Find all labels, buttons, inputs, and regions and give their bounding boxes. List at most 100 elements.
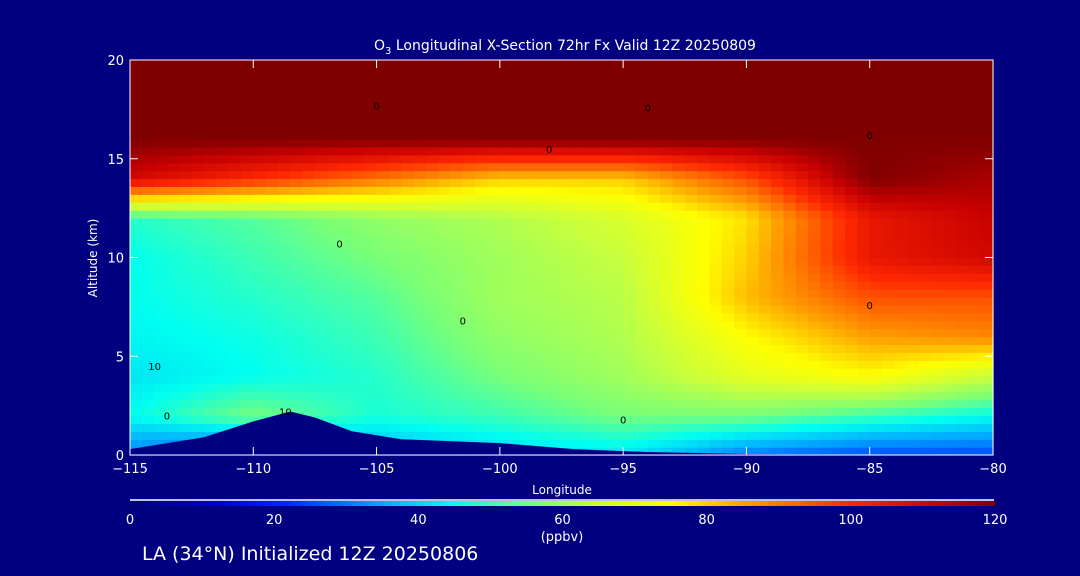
heatmap-cell (968, 273, 982, 282)
heatmap-cell (857, 67, 871, 77)
heatmap-cell (586, 304, 600, 314)
heatmap-cell (697, 67, 711, 77)
heatmap-cell (203, 407, 217, 417)
heatmap-cell (450, 352, 464, 361)
heatmap-cell (906, 360, 920, 369)
heatmap-cell (882, 383, 895, 393)
heatmap-cell (549, 360, 563, 369)
heatmap-cell (487, 320, 501, 330)
heatmap-cell (635, 162, 649, 172)
heatmap-cell (894, 75, 908, 85)
heatmap-cell (253, 281, 267, 290)
heatmap-cell (401, 178, 415, 187)
heatmap-cell (660, 99, 674, 108)
heatmap-cell (660, 431, 674, 440)
heatmap-cell (462, 210, 476, 219)
heatmap-cell (919, 415, 932, 424)
heatmap-cell (845, 281, 858, 290)
heatmap-cell (425, 178, 439, 187)
heatmap-cell (154, 360, 168, 369)
heatmap-cell (906, 320, 920, 330)
heatmap-cell (697, 257, 711, 266)
heatmap-cell (327, 194, 341, 203)
heatmap-cell (919, 265, 932, 274)
heatmap-cell (906, 336, 920, 345)
heatmap-cell (179, 273, 193, 282)
heatmap-cell (130, 202, 143, 211)
heatmap-cell (228, 131, 242, 140)
heatmap-cell (820, 257, 834, 266)
heatmap-cell (376, 312, 390, 322)
heatmap-cell (401, 67, 415, 77)
heatmap-cell (684, 131, 698, 140)
heatmap-cell (265, 83, 279, 93)
heatmap-cell (512, 415, 526, 424)
heatmap-cell (253, 265, 267, 274)
heatmap-cell (166, 383, 180, 393)
heatmap-cell (327, 107, 341, 116)
heatmap-cell (536, 312, 550, 322)
heatmap-cell (857, 225, 871, 235)
heatmap-cell (413, 320, 427, 330)
heatmap-cell (265, 328, 279, 338)
heatmap-cell (882, 368, 895, 377)
colorbar-tick-label: 100 (838, 513, 863, 528)
heatmap-cell (166, 360, 180, 369)
heatmap-cell (413, 407, 427, 417)
heatmap-cell (783, 170, 797, 180)
heatmap-cell (795, 407, 809, 417)
heatmap-cell (894, 202, 908, 211)
heatmap-cell (536, 265, 550, 274)
heatmap-cell (487, 399, 501, 409)
heatmap-cell (980, 210, 994, 219)
heatmap-cell (783, 265, 797, 274)
heatmap-cell (339, 257, 353, 266)
heatmap-cell (697, 233, 711, 243)
heatmap-cell (894, 273, 908, 282)
heatmap-cell (351, 360, 365, 369)
heatmap-cell (216, 407, 230, 417)
heatmap-cell (203, 360, 217, 369)
heatmap-cell (475, 131, 489, 140)
heatmap-cell (314, 407, 328, 417)
heatmap-cell (734, 257, 748, 266)
heatmap-cell (697, 312, 711, 322)
heatmap-cell (265, 218, 279, 227)
heatmap-cell (684, 383, 698, 393)
heatmap-cell (364, 154, 378, 164)
heatmap-cell (475, 320, 489, 330)
heatmap-cell (734, 431, 748, 440)
heatmap-cell (598, 91, 612, 101)
heatmap-cell (857, 297, 871, 306)
heatmap-cell (660, 202, 674, 211)
heatmap-cell (203, 352, 217, 361)
heatmap-cell (561, 115, 575, 124)
heatmap-cell (709, 91, 723, 101)
heatmap-cell (290, 210, 304, 219)
heatmap-cell (894, 107, 908, 116)
heatmap-cell (240, 178, 254, 187)
heatmap-cell (425, 265, 439, 274)
heatmap-cell (660, 368, 674, 377)
heatmap-cell (586, 376, 600, 385)
heatmap-cell (586, 344, 600, 353)
heatmap-cell (894, 265, 908, 274)
heatmap-cell (536, 162, 550, 172)
heatmap-cell (142, 178, 156, 187)
heatmap-cell (413, 376, 427, 385)
heatmap-cell (179, 360, 193, 369)
heatmap-cell (524, 249, 538, 259)
heatmap-cell (203, 368, 217, 377)
heatmap-cell (869, 139, 883, 148)
heatmap-cell (450, 415, 464, 424)
heatmap-cell (524, 265, 538, 274)
heatmap-cell (980, 281, 994, 290)
heatmap-cell (734, 202, 748, 211)
heatmap-cell (758, 415, 772, 424)
heatmap-cell (635, 431, 649, 440)
heatmap-cell (968, 344, 982, 353)
heatmap-cell (475, 336, 489, 345)
heatmap-cell (894, 344, 908, 353)
heatmap-cell (179, 146, 193, 156)
heatmap-cell (623, 170, 637, 180)
